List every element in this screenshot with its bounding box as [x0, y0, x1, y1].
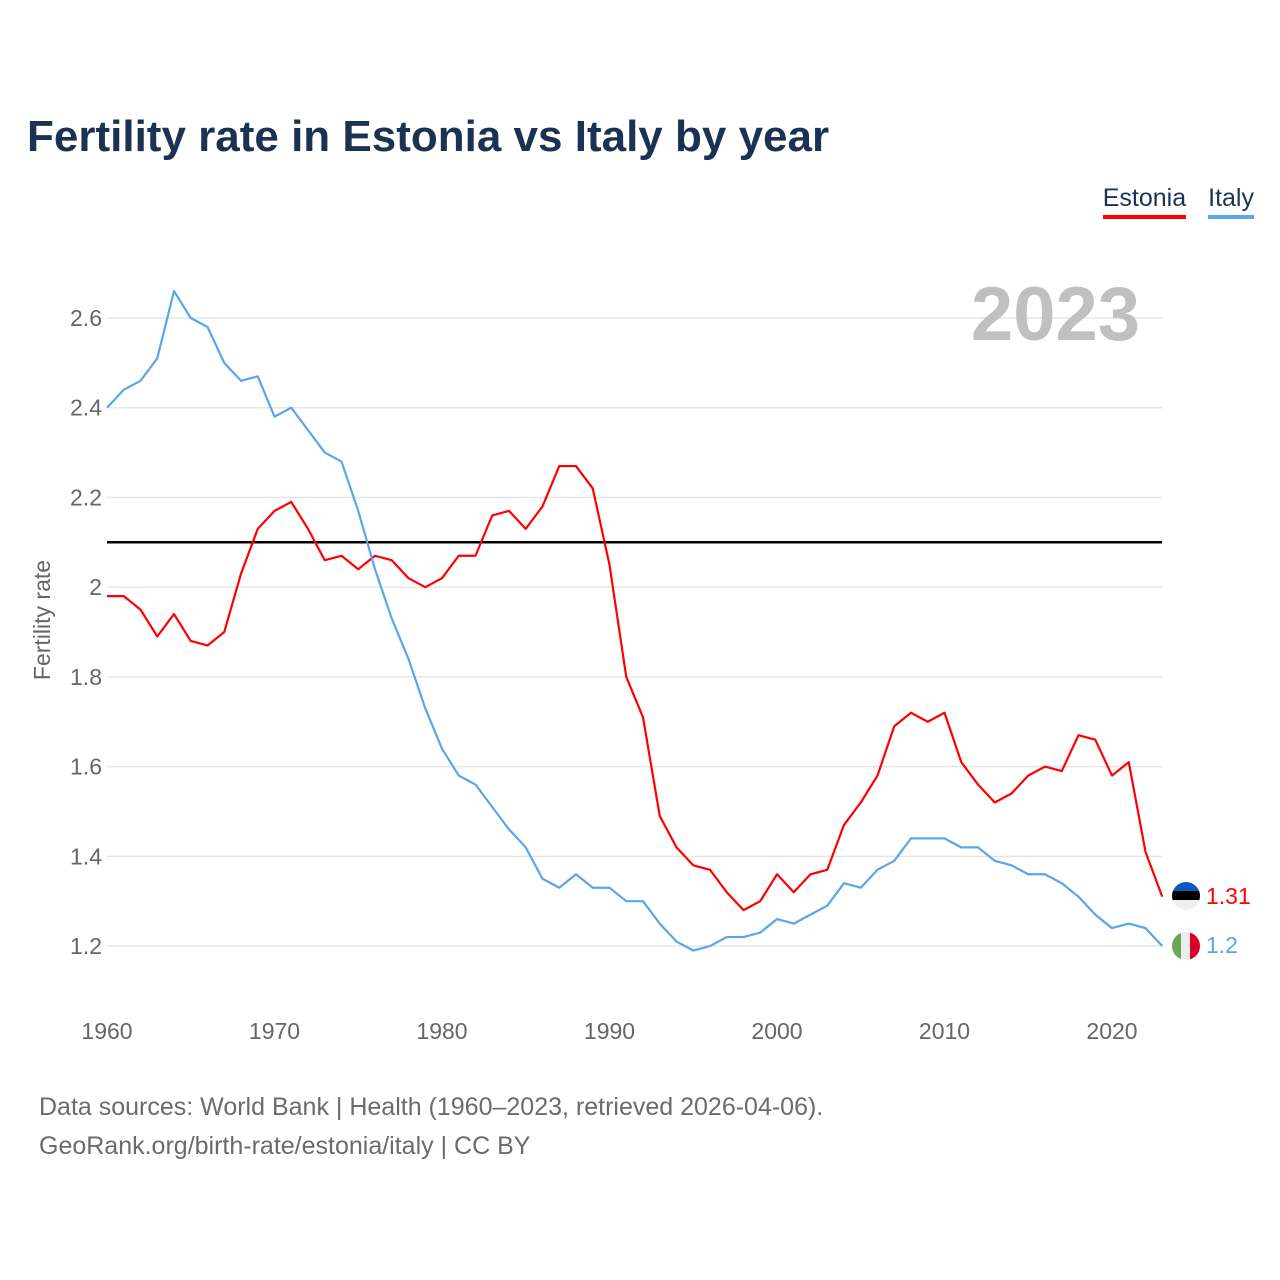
- x-tick-label: 1980: [416, 1018, 467, 1044]
- y-tick-label: 2.4: [70, 395, 102, 421]
- estonia-flag-icon: [1172, 882, 1200, 910]
- estonia-end-label: 1.31: [1206, 883, 1251, 909]
- legend: Estonia Italy: [1102, 184, 1254, 219]
- y-tick-label: 1.2: [70, 933, 102, 959]
- y-axis-label: Fertility rate: [29, 560, 55, 680]
- y-tick-label: 1.8: [70, 664, 102, 690]
- x-tick-label: 1990: [584, 1018, 635, 1044]
- x-tick-label: 1960: [81, 1018, 132, 1044]
- year-watermark: 2023: [971, 272, 1140, 357]
- y-tick-label: 1.6: [70, 754, 102, 780]
- legend-estonia[interactable]: Estonia: [1102, 184, 1187, 219]
- y-tick-label: 1.4: [70, 843, 102, 869]
- x-tick-label: 1970: [249, 1018, 300, 1044]
- x-tick-label: 2000: [751, 1018, 802, 1044]
- series-line-italy: [106, 289, 1164, 952]
- italy-end-label: 1.2: [1206, 932, 1238, 958]
- source-line-1: Data sources: World Bank | Health (1960–…: [39, 1093, 824, 1121]
- italy-flag-icon: [1172, 932, 1200, 960]
- x-tick-label: 2020: [1086, 1018, 1137, 1044]
- chart-title: Fertility rate in Estonia vs Italy by ye…: [27, 112, 830, 161]
- x-tick-label: 2010: [919, 1018, 970, 1044]
- source-line-2[interactable]: GeoRank.org/birth-rate/estonia/italy | C…: [39, 1132, 531, 1160]
- y-tick-label: 2.2: [70, 484, 102, 510]
- source-note: Data sources: World Bank | Health (1960–…: [39, 1088, 823, 1166]
- legend-italy[interactable]: Italy: [1208, 184, 1254, 219]
- series-line-estonia: [107, 464, 1164, 912]
- y-tick-label: 2.6: [70, 305, 102, 331]
- y-tick-label: 2: [89, 574, 102, 600]
